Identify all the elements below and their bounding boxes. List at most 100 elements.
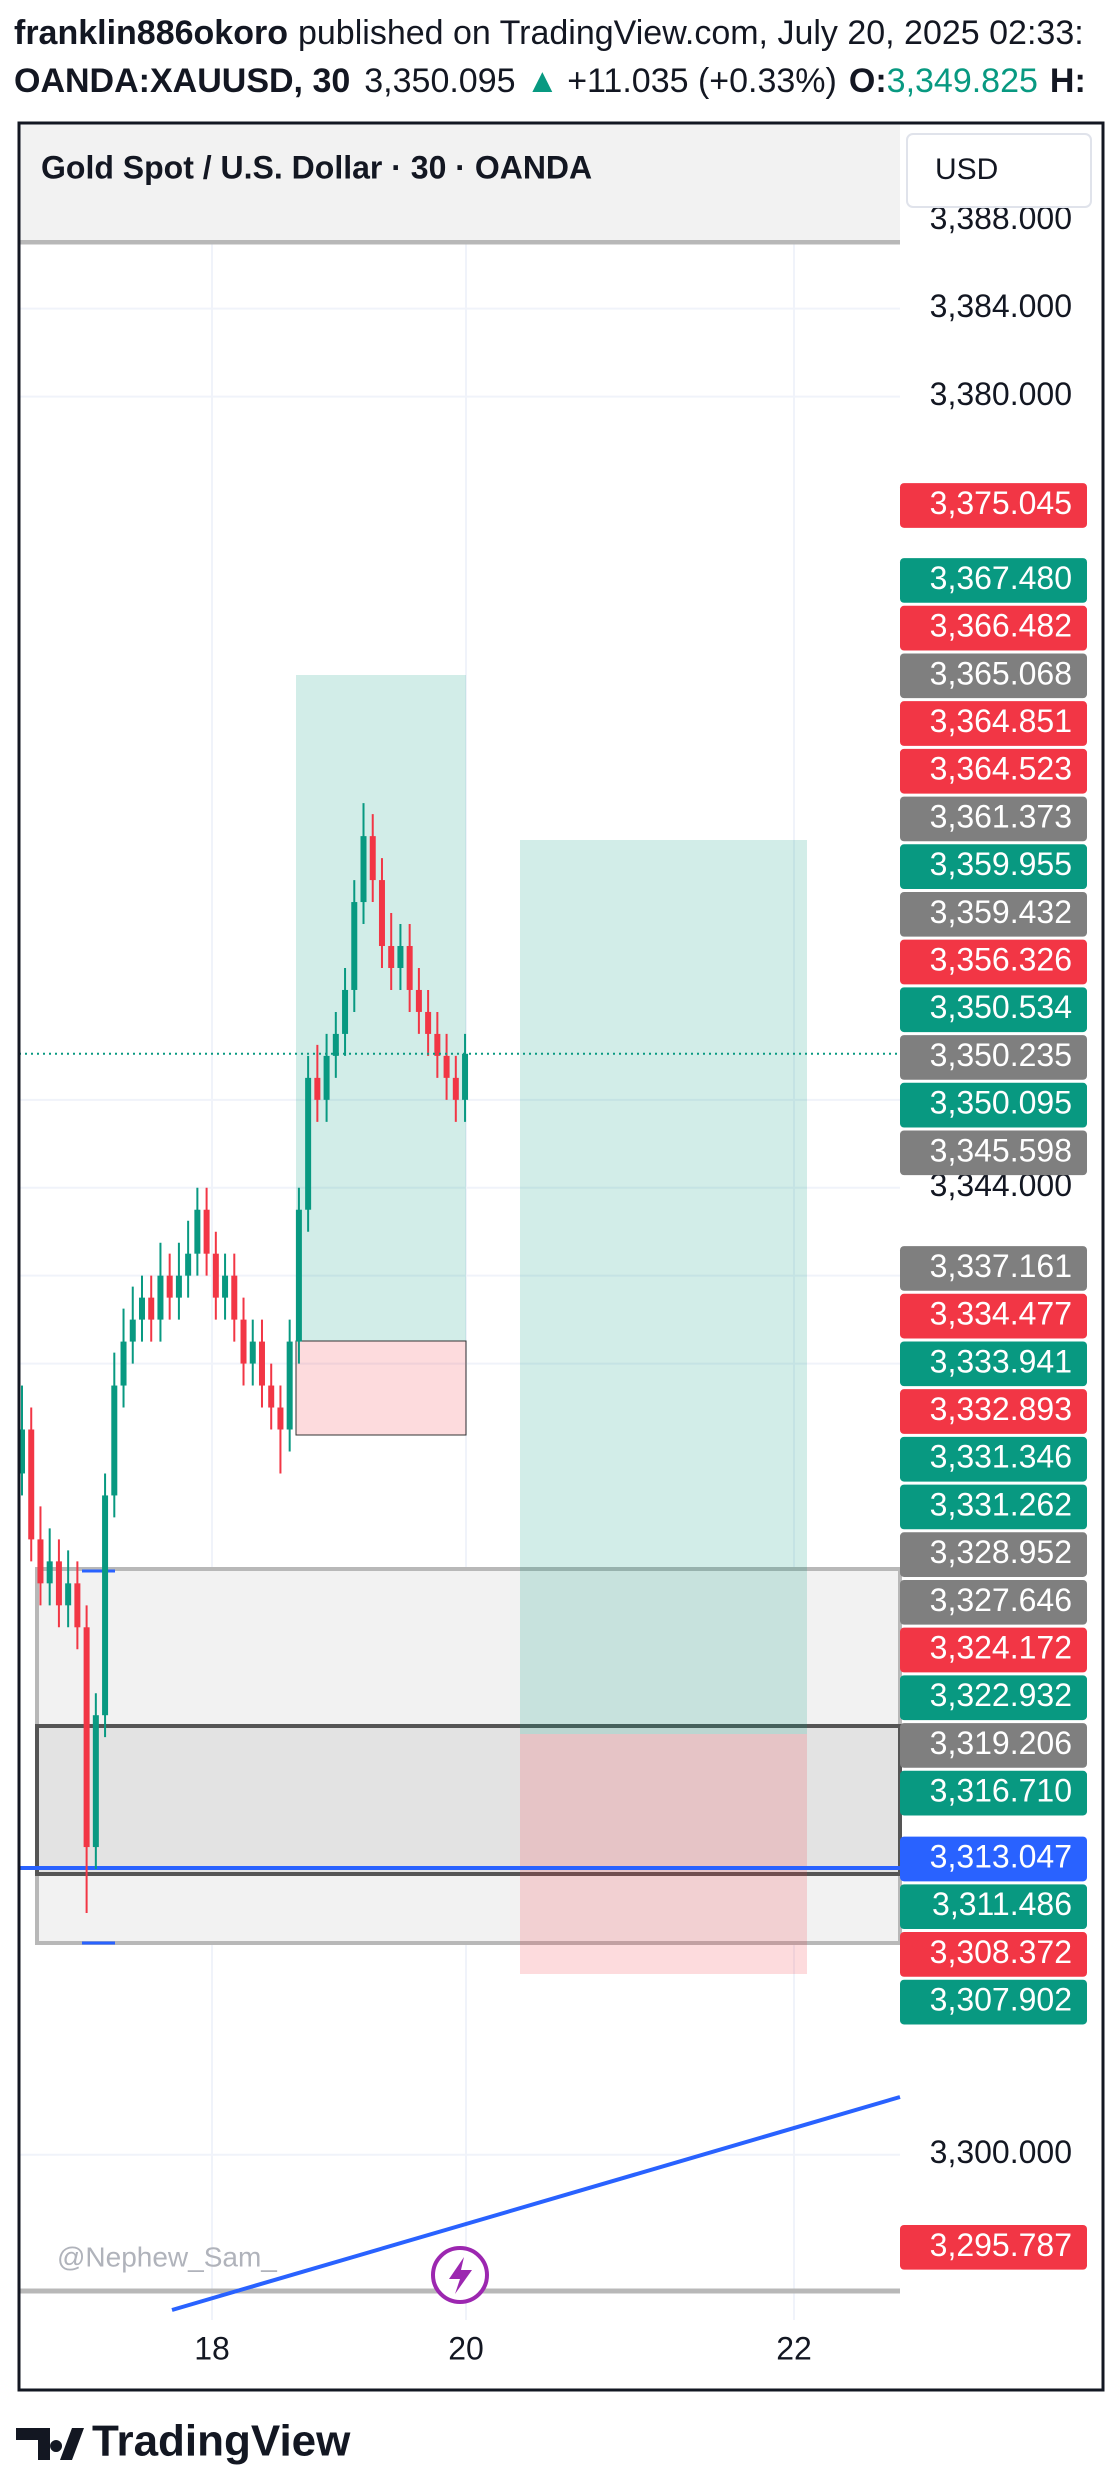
currency: USD <box>935 153 998 186</box>
price-label-box <box>900 1675 1087 1721</box>
candle-body <box>28 1429 35 1540</box>
candle-body <box>360 836 367 903</box>
grid <box>19 124 900 2320</box>
trend-line <box>171 2095 901 2312</box>
candle-body <box>249 1341 256 1364</box>
candle-body <box>203 1209 210 1254</box>
price-label: 3,365.068 <box>930 655 1072 691</box>
price: 3,350.095 <box>364 62 515 100</box>
candle-body <box>452 1077 459 1100</box>
x-tick-label: 22 <box>776 2330 812 2366</box>
price-label-box <box>900 748 1087 794</box>
time-axis: 18 20 22 <box>194 2330 812 2366</box>
candle-body <box>83 1627 90 1848</box>
zone <box>35 1567 902 1945</box>
candle-body <box>406 946 413 990</box>
price-label: 3,364.523 <box>930 751 1072 787</box>
price-label: 3,337.161 <box>930 1248 1072 1284</box>
candle-body <box>46 1561 53 1584</box>
target-box <box>520 840 807 1734</box>
price-label-box <box>900 987 1087 1033</box>
candle-body <box>55 1561 62 1606</box>
price-label: 3,331.262 <box>930 1486 1072 1522</box>
price-label-box <box>900 844 1087 889</box>
published: published on TradingView.com, July 20, 2… <box>298 14 1084 52</box>
price-label: 3,364.851 <box>930 703 1072 739</box>
candle-body <box>175 1275 182 1298</box>
candle-body <box>268 1385 275 1408</box>
candle-body <box>258 1341 265 1386</box>
price-label-box <box>900 1836 1087 1882</box>
symbol-line: OANDA:XAUUSD, 30 3,350.095 ▲ +11.035 (+0.33… <box>14 62 1086 100</box>
price-label: 3,319.206 <box>930 1725 1072 1761</box>
price-label: 3,334.477 <box>930 1296 1072 1332</box>
candle-body <box>314 1077 321 1100</box>
price-label-box <box>900 1884 1087 1930</box>
price-label: 3,322.932 <box>930 1677 1072 1713</box>
candle-body <box>148 1297 155 1320</box>
price-label-box <box>900 558 1087 603</box>
price-label-box <box>900 1436 1087 1482</box>
high-label: H: <box>1050 62 1086 100</box>
price-label: 3,350.235 <box>930 1037 1072 1073</box>
change: +11.035 (+0.33%) <box>567 62 837 100</box>
price-label-box <box>900 605 1087 651</box>
price-label: 3,359.432 <box>930 894 1072 930</box>
price-label: 3,361.373 <box>930 798 1072 834</box>
price-label: 3,327.646 <box>930 1582 1072 1618</box>
price-label-box <box>900 1484 1087 1530</box>
y-tick-label: 3,380.000 <box>930 376 1072 412</box>
price-label: 3,350.534 <box>930 989 1072 1025</box>
candle-body <box>388 946 395 968</box>
stop-box <box>520 1734 807 1974</box>
footer: TradingView <box>16 2417 351 2466</box>
price-label: 3,307.902 <box>930 1982 1072 2018</box>
price-label-box <box>900 653 1087 699</box>
candle-body <box>342 989 349 1034</box>
price-label-box <box>900 1579 1087 1625</box>
candle-body <box>378 880 385 947</box>
candle-body <box>138 1297 145 1320</box>
candle-body <box>166 1275 173 1298</box>
x-tick-label: 18 <box>194 2330 230 2366</box>
candle-body <box>434 1033 441 1056</box>
candle-body <box>111 1385 118 1496</box>
price-label: 3,367.480 <box>930 560 1072 596</box>
price-label: 3,331.346 <box>930 1439 1072 1475</box>
candle-body <box>369 836 376 881</box>
price-label: 3,311.486 <box>932 1886 1072 1922</box>
chart-title: Gold Spot / U.S. Dollar · 30 · OANDA <box>41 149 592 185</box>
candle-body <box>231 1275 238 1320</box>
candle-body <box>102 1495 109 1716</box>
price-label: 3,366.482 <box>930 608 1072 644</box>
candle-body <box>185 1253 192 1276</box>
candle-body <box>65 1583 72 1606</box>
price-label: 3,359.955 <box>930 846 1072 882</box>
price-label-box <box>900 1532 1087 1577</box>
price-label: 3,375.045 <box>930 485 1072 521</box>
price-label: 3,316.710 <box>930 1773 1072 1809</box>
candle-body <box>120 1341 127 1386</box>
price-label-box <box>900 1082 1087 1128</box>
price-label: 3,333.941 <box>930 1343 1072 1379</box>
candle-body <box>443 1055 450 1078</box>
price-label-box <box>900 1723 1087 1768</box>
author: franklin886okoro <box>14 14 288 52</box>
candle-body <box>194 1209 201 1254</box>
candle-body <box>295 1209 302 1342</box>
price-label: 3,328.952 <box>930 1534 1072 1570</box>
candle-body <box>351 902 358 990</box>
price-label: 3,324.172 <box>930 1629 1072 1665</box>
publish-info: franklin886okoro published on TradingView… <box>14 14 1086 100</box>
candle-body <box>212 1253 219 1298</box>
price-label-box <box>900 2224 1087 2270</box>
price-label: 3,295.787 <box>930 2227 1072 2263</box>
price-label: 3,345.598 <box>930 1132 1072 1168</box>
candle-body <box>286 1341 293 1430</box>
candle-body <box>277 1407 284 1430</box>
price-label-box <box>900 1341 1087 1387</box>
price-label: 3,313.047 <box>930 1838 1072 1874</box>
currency-button[interactable] <box>906 133 1092 208</box>
candle-body <box>92 1715 99 1848</box>
candle-body <box>425 1011 432 1034</box>
